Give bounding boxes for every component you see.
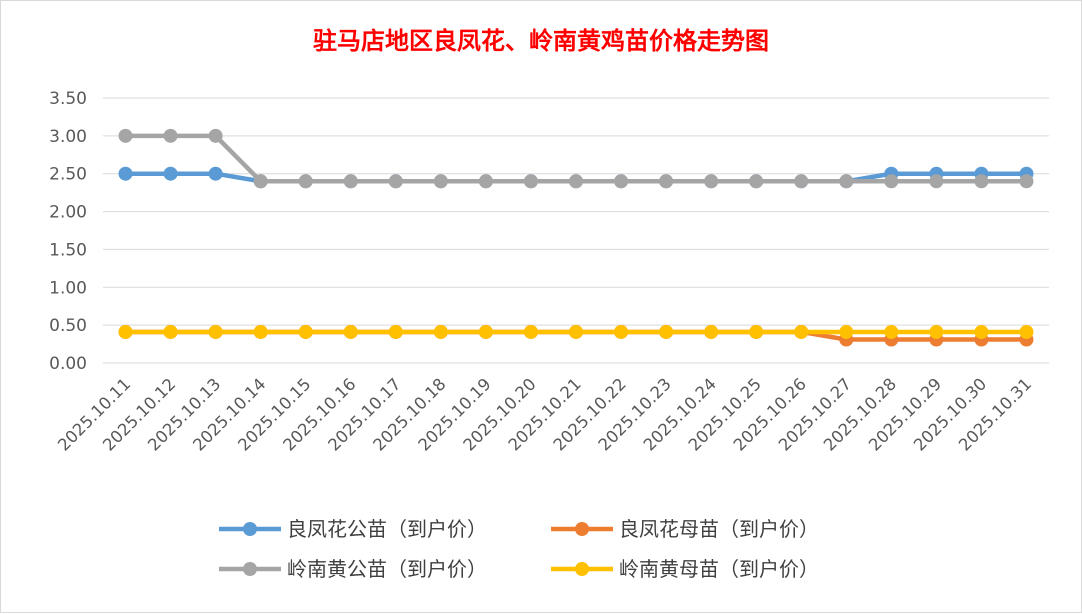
data-point xyxy=(118,324,133,339)
data-point xyxy=(614,324,629,339)
data-point xyxy=(749,174,764,189)
legend-label: 良凤花母苗（到户价） xyxy=(619,517,819,541)
data-point xyxy=(433,324,448,339)
data-point xyxy=(929,324,944,339)
series-4 xyxy=(118,324,1034,339)
legend-marker xyxy=(575,522,589,536)
legend-label: 良凤花公苗（到户价） xyxy=(287,517,487,541)
data-point xyxy=(343,324,358,339)
data-point xyxy=(253,324,268,339)
data-point xyxy=(208,166,223,181)
legend-label: 岭南黄公苗（到户价） xyxy=(287,557,487,581)
gridlines xyxy=(103,97,1049,364)
data-point xyxy=(569,174,583,189)
data-point xyxy=(704,174,719,189)
data-point xyxy=(839,174,854,189)
x-axis-ticks: 2025.10.112025.10.122025.10.132025.10.14… xyxy=(54,374,1035,454)
data-point xyxy=(839,324,854,339)
y-tick-label: 0.50 xyxy=(49,316,87,336)
legend-item: 良凤花公苗（到户价） xyxy=(219,517,487,541)
legend-marker xyxy=(575,562,589,576)
data-point xyxy=(253,174,268,189)
data-point xyxy=(974,174,989,189)
data-point xyxy=(118,166,133,181)
data-point xyxy=(749,324,764,339)
data-point xyxy=(298,174,313,189)
data-point xyxy=(163,166,178,181)
data-point xyxy=(659,324,674,339)
data-point xyxy=(794,174,809,189)
data-point xyxy=(433,174,448,189)
data-point xyxy=(208,324,223,339)
y-tick-label: 1.50 xyxy=(49,240,87,260)
data-point xyxy=(478,174,493,189)
series-3 xyxy=(118,128,1034,189)
data-point xyxy=(884,174,899,189)
data-point xyxy=(118,128,133,143)
y-tick-label: 2.50 xyxy=(49,165,87,185)
y-tick-label: 2.00 xyxy=(49,203,87,223)
data-point xyxy=(659,174,674,189)
data-point xyxy=(163,324,178,339)
legend-item: 良凤花母苗（到户价） xyxy=(551,517,819,541)
legend-item: 岭南黄公苗（到户价） xyxy=(219,557,487,581)
data-point xyxy=(974,324,989,339)
legend-label: 岭南黄母苗（到户价） xyxy=(619,557,819,581)
data-point xyxy=(523,174,538,189)
data-point xyxy=(1019,324,1034,339)
data-point xyxy=(1019,174,1034,189)
data-point xyxy=(478,324,493,339)
data-point xyxy=(388,324,403,339)
data-point xyxy=(298,324,313,339)
data-point xyxy=(208,128,223,143)
y-axis-ticks: 0.00 0.50 1.00 1.50 2.00 2.50 3.00 3.50 xyxy=(49,89,87,374)
legend-marker xyxy=(243,522,257,536)
y-tick-label: 0.00 xyxy=(49,354,87,374)
series-group xyxy=(118,128,1034,347)
legend-marker xyxy=(243,562,257,576)
chart-title: 驻马店地区良凤花、岭南黄鸡苗价格走势图 xyxy=(313,26,769,55)
y-tick-label: 3.50 xyxy=(49,89,87,109)
data-point xyxy=(569,324,583,339)
data-point xyxy=(614,174,629,189)
y-tick-label: 1.00 xyxy=(49,278,87,298)
data-point xyxy=(163,128,178,143)
legend-item: 岭南黄母苗（到户价） xyxy=(551,557,819,581)
data-point xyxy=(388,174,403,189)
data-point xyxy=(704,324,719,339)
data-point xyxy=(794,324,809,339)
data-point xyxy=(343,174,358,189)
data-point xyxy=(929,174,944,189)
legend: 良凤花公苗（到户价） 良凤花母苗（到户价） 岭南黄公苗（到户价） 岭南黄母苗（到户价） xyxy=(219,517,819,581)
data-point xyxy=(523,324,538,339)
y-tick-label: 3.00 xyxy=(49,127,87,147)
data-point xyxy=(884,324,899,339)
